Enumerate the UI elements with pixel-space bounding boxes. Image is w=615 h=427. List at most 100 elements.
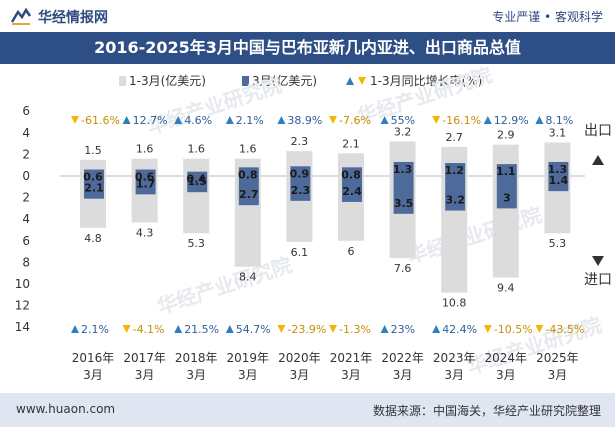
x-tick-label-month: 3月	[186, 368, 206, 382]
down-arrow-icon	[483, 325, 492, 333]
import-growth-text: 42.4%	[442, 323, 477, 336]
legend-down-arrow-icon	[358, 77, 366, 85]
page-title: 2016-2025年3月中国与巴布亚新几内亚进、出口商品总值	[94, 38, 521, 57]
side-labels: 出口 进口	[584, 123, 612, 288]
data-labels: 1.50.62.14.81.60.61.74.31.60.41.55.31.60…	[83, 125, 568, 309]
footer: www.huaon.com 数据来源：中国海关，华经产业研究院整理	[0, 393, 615, 427]
import-month-label: 1.7	[136, 177, 156, 190]
down-arrow-icon	[329, 116, 337, 124]
y-tick-label: 0	[22, 169, 30, 183]
legend-cumulative-swatch	[119, 76, 126, 86]
export-cumulative-label: 2.3	[291, 135, 309, 148]
legend-up-arrow-icon	[346, 77, 354, 85]
logo-icon	[10, 7, 32, 25]
up-arrow-icon	[380, 116, 389, 124]
footer-source: 数据来源：中国海关，华经产业研究院整理	[372, 404, 601, 418]
import-month-label: 3.5	[394, 197, 414, 210]
x-tick-label: 2024年	[485, 351, 528, 365]
up-arrow-icon	[277, 116, 286, 124]
import-month-label: 1.4	[549, 174, 569, 187]
y-tick-label: 4	[22, 126, 30, 140]
export-cumulative-label: 2.7	[445, 131, 463, 144]
export-month-label: 0.4	[186, 173, 206, 186]
x-tick-label: 2022年	[381, 351, 424, 365]
import-growth: -10.5%	[483, 323, 533, 336]
x-tick-label: 2019年	[227, 351, 270, 365]
import-growth: 42.4%	[432, 323, 477, 336]
import-month-label: 3.2	[445, 194, 465, 207]
import-cumulative-label: 6.1	[291, 246, 309, 259]
month-bar	[84, 169, 104, 199]
legend-growth-label: 1-3月同比增长率(%)	[370, 73, 482, 88]
down-arrow-icon	[122, 325, 131, 333]
import-month-label: 2.7	[239, 188, 259, 201]
growth-labels: -61.6%2.1%12.7%-4.1%4.6%21.5%2.1%54.7%38…	[71, 114, 584, 336]
export-growth: 4.6%	[174, 114, 212, 127]
legend: 1-3月(亿美元) 3月(亿美元) 1-3月同比增长率(%)	[119, 73, 482, 88]
export-growth-text: 2.1%	[236, 114, 264, 127]
import-growth: 2.1%	[71, 323, 109, 336]
brand-name: 华经情报网	[38, 10, 108, 26]
export-growth: 2.1%	[225, 114, 264, 127]
up-arrow-icon	[432, 325, 441, 333]
import-growth: -23.9%	[277, 323, 326, 336]
export-month-label: 0.8	[238, 168, 258, 181]
x-tick-label-month: 3月	[548, 368, 568, 382]
import-growth: 23%	[380, 323, 415, 336]
x-tick-label-month: 3月	[393, 368, 413, 382]
export-growth-text: 4.6%	[184, 114, 212, 127]
export-growth-text: 38.9%	[287, 114, 322, 127]
x-tick-label-month: 3月	[238, 368, 258, 382]
import-growth-text: -10.5%	[494, 323, 533, 336]
month-bar	[135, 169, 156, 195]
legend-month-label: 3月(亿美元)	[252, 73, 317, 88]
export-month-label: 1.3	[548, 163, 568, 176]
footer-url[interactable]: www.huaon.com	[16, 402, 116, 416]
import-cumulative-label: 8.4	[239, 271, 257, 284]
down-arrow-icon	[329, 325, 337, 333]
export-growth-text: 12.7%	[133, 114, 168, 127]
export-up-icon	[592, 155, 604, 165]
import-growth: -43.5%	[535, 323, 584, 336]
export-growth: 12.9%	[483, 114, 529, 127]
import-month-label: 2.3	[291, 184, 311, 197]
export-growth: 8.1%	[535, 114, 573, 127]
x-tick-label-month: 3月	[135, 368, 155, 382]
x-tick-label: 2020年	[278, 351, 321, 365]
export-growth: 38.9%	[277, 114, 322, 127]
import-growth-text: -43.5%	[545, 323, 584, 336]
import-side-label: 进口	[584, 272, 612, 288]
export-cumulative-label: 1.6	[187, 143, 205, 156]
y-tick-label: 14	[15, 320, 30, 334]
legend-cumulative-label: 1-3月(亿美元)	[129, 73, 206, 88]
export-month-label: 1.2	[444, 164, 464, 177]
down-arrow-icon	[432, 116, 441, 124]
up-arrow-icon	[174, 116, 183, 124]
month-bar	[290, 166, 311, 201]
up-arrow-icon	[225, 116, 234, 124]
import-down-icon	[592, 256, 604, 266]
y-tick-label: 2	[22, 191, 30, 205]
x-tick-label-month: 3月	[341, 368, 361, 382]
down-arrow-icon	[71, 116, 79, 124]
export-growth: 55%	[380, 114, 415, 127]
up-arrow-icon	[535, 116, 544, 124]
up-arrow-icon	[71, 325, 79, 333]
legend-month-swatch	[242, 76, 249, 86]
export-cumulative-label: 1.6	[239, 143, 257, 156]
x-axis-labels: 2016年 3月 2017年 3月 2018年 3月 2019年 3月 2020年 3月 2021年…	[72, 351, 579, 382]
export-month-label: 1.3	[393, 163, 413, 176]
y-tick-label: 8	[22, 255, 30, 269]
export-month-label: 0.8	[341, 168, 361, 181]
import-growth: -4.1%	[122, 323, 165, 336]
export-cumulative-label: 1.6	[136, 143, 154, 156]
import-cumulative-label: 5.3	[549, 237, 567, 250]
month-bar	[548, 161, 569, 192]
tagline: 专业严谨 • 客观科学	[492, 10, 603, 24]
import-cumulative-label: 5.3	[187, 237, 205, 250]
bars	[80, 141, 571, 293]
y-tick-label: 10	[15, 277, 30, 291]
month-bar	[187, 171, 208, 193]
month-bar	[342, 167, 362, 202]
watermark-text: 华经产业研究院	[154, 253, 295, 319]
